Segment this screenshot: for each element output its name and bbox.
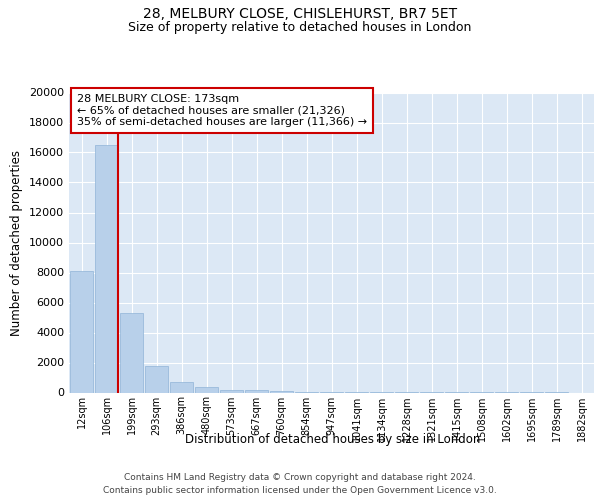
Bar	[120, 313, 143, 392]
Bar	[270, 391, 293, 392]
Text: Size of property relative to detached houses in London: Size of property relative to detached ho…	[128, 21, 472, 34]
Bar	[145, 366, 168, 392]
Text: 28 MELBURY CLOSE: 173sqm
← 65% of detached houses are smaller (21,326)
35% of se: 28 MELBURY CLOSE: 173sqm ← 65% of detach…	[77, 94, 367, 127]
Text: Contains public sector information licensed under the Open Government Licence v3: Contains public sector information licen…	[103, 486, 497, 495]
Y-axis label: Number of detached properties: Number of detached properties	[10, 150, 23, 336]
Bar	[95, 145, 118, 392]
Text: Distribution of detached houses by size in London: Distribution of detached houses by size …	[185, 432, 481, 446]
Bar	[220, 390, 243, 392]
Bar	[170, 382, 193, 392]
Bar	[70, 271, 93, 392]
Text: Contains HM Land Registry data © Crown copyright and database right 2024.: Contains HM Land Registry data © Crown c…	[124, 472, 476, 482]
Bar	[195, 387, 218, 392]
Bar	[245, 390, 268, 392]
Text: 28, MELBURY CLOSE, CHISLEHURST, BR7 5ET: 28, MELBURY CLOSE, CHISLEHURST, BR7 5ET	[143, 8, 457, 22]
